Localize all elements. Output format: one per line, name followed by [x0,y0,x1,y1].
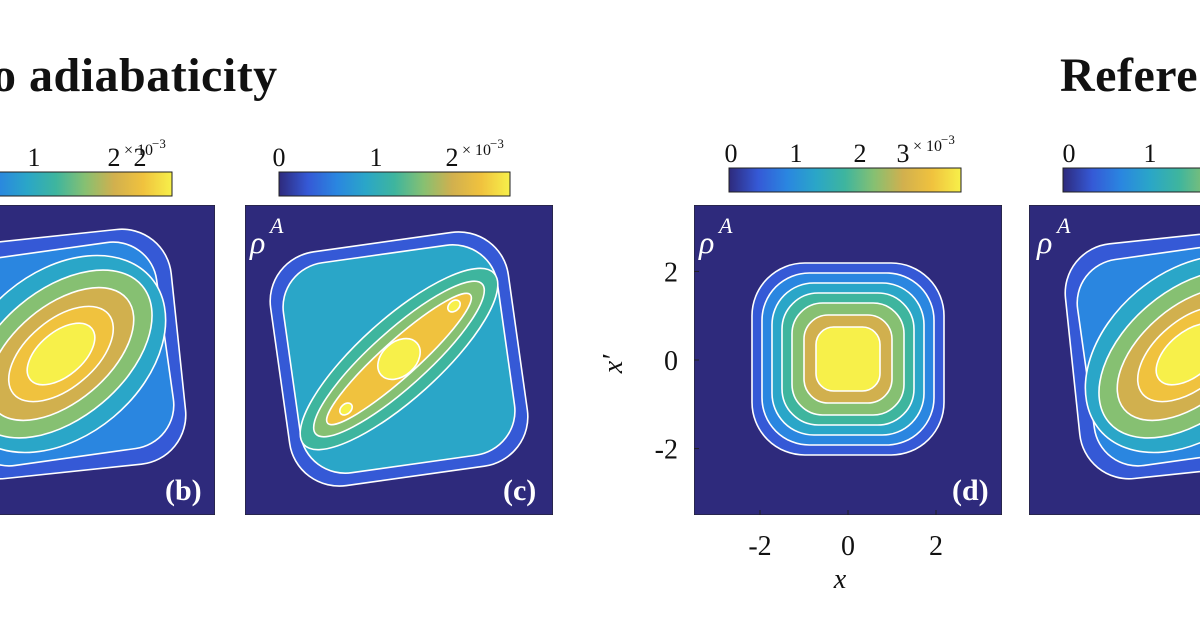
colorbar-tick-label: 1 [28,143,41,172]
heading-left: o adiabaticity [0,49,278,102]
rho-superscript: A [268,213,284,238]
heatmap-panel-3: ρ A (d) [694,205,1002,515]
y-tick-label: -2 [655,435,678,466]
colorbar [1062,167,1200,193]
colorbar [728,167,962,193]
panel-label: (d) [952,474,989,507]
x-axis-label: x [833,564,847,595]
contour-level-7 [1155,322,1200,386]
colorbar-exponent-power: −3 [490,136,504,151]
y-axis-label: x′ [598,354,629,374]
heading-right: Refere [1060,49,1198,102]
colorbar [278,171,511,197]
colorbar-exponent-times: × 10 [462,142,491,159]
heatmap-panel-1: (b) [0,205,215,515]
contour-level-7 [815,326,881,392]
colorbar-exponent-times: × 10 [913,138,942,155]
colorbar-exponent-base: 3 [897,139,910,168]
colorbar-exponent-base: 2 [108,143,121,172]
colorbar-tick-label: 1 [370,143,383,172]
rho-symbol: ρ [698,224,714,260]
contour-level-6 [377,337,421,381]
x-tick-label: -2 [748,531,771,562]
side-peak-lower [339,402,353,416]
rho-superscript: A [717,213,733,238]
colorbar-tick-label: 1 [790,139,803,168]
y-tick-label: 0 [664,346,678,377]
colorbar-tick-label: 0 [725,139,738,168]
colorbar-tick-label: 0 [1063,139,1076,168]
x-tick-label: 0 [841,531,855,562]
rho-superscript: A [1055,213,1071,238]
side-peak-upper [447,299,461,313]
colorbar-tick-label: 2 [854,139,867,168]
colorbar [0,171,173,197]
contour-level-7 [26,322,96,386]
y-tick-label: 2 [664,257,678,288]
colorbar-tick-label: 1 [1144,139,1157,168]
colorbar-exponent-power: −3 [152,136,166,151]
rho-symbol: ρ [1036,224,1052,260]
rho-symbol: ρ [249,224,265,260]
panel-label: (c) [503,474,536,507]
colorbar-tick-label: 0 [273,143,286,172]
colorbar-exponent-power: −3 [941,132,955,147]
heatmap-panel-2: ρ A (c) [245,205,553,515]
colorbar-tick-label: 2 [134,143,147,172]
panel-label: (b) [165,474,202,507]
colorbar-exponent-times: × 10 [124,142,153,159]
colorbar-exponent-base: 2 [446,143,459,172]
x-tick-label: 2 [929,531,943,562]
